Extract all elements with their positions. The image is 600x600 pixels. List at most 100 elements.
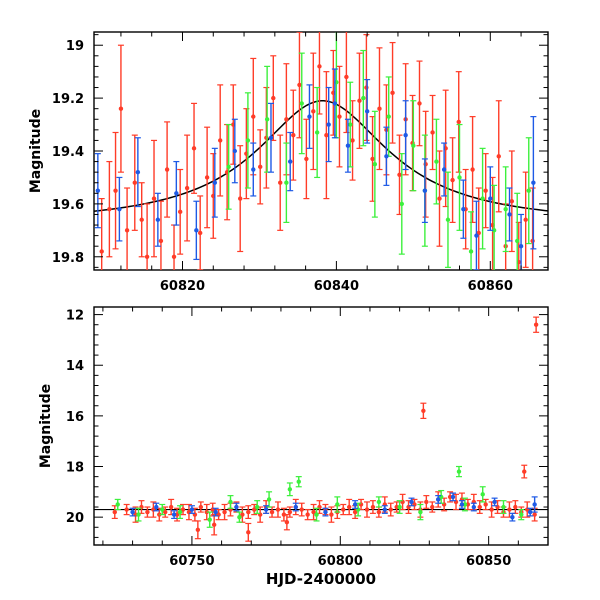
- top-model-curve: [94, 100, 548, 212]
- bottom-y-tick-label: 20: [66, 511, 84, 526]
- data-point: [144, 203, 151, 270]
- data-point: [514, 192, 521, 270]
- data-point: [250, 142, 257, 197]
- top-x-ticks: 60820 60840 60860: [120, 32, 522, 294]
- data-point: [495, 100, 502, 213]
- data-point: [153, 502, 160, 512]
- data-point: [429, 501, 436, 513]
- data-point: [487, 166, 494, 231]
- data-point: [157, 200, 164, 270]
- data-point: [343, 32, 350, 134]
- data-point: [225, 123, 232, 210]
- data-point: [162, 506, 169, 518]
- data-point: [231, 118, 238, 184]
- data-point: [286, 482, 293, 497]
- data-point: [482, 498, 489, 511]
- data-point: [292, 502, 299, 512]
- data-point: [188, 505, 195, 514]
- data-point: [479, 486, 486, 503]
- top-x-tick-label: 60820: [160, 279, 205, 294]
- data-point: [344, 118, 351, 173]
- data-point: [164, 121, 171, 218]
- data-point: [336, 65, 343, 168]
- data-point: [298, 502, 305, 517]
- data-point: [197, 501, 204, 513]
- bottom-y-tick-label: 14: [66, 359, 84, 374]
- data-point: [482, 153, 489, 229]
- data-point: [314, 86, 321, 179]
- data-point: [491, 184, 498, 270]
- data-point: [530, 116, 537, 250]
- data-point: [194, 520, 201, 540]
- bottom-x-axis-label: HJD-2400000: [266, 570, 376, 588]
- data-point: [381, 505, 388, 514]
- data-point: [150, 501, 157, 518]
- data-point: [470, 502, 477, 512]
- data-point: [283, 142, 290, 223]
- top-y-ticks: 19 19.2 19.4 19.6 19.8: [52, 34, 548, 268]
- data-point: [131, 134, 138, 231]
- data-point: [352, 500, 359, 509]
- data-point: [316, 500, 323, 514]
- data-point: [123, 503, 130, 516]
- data-point: [529, 187, 536, 270]
- top-data-points: [94, 32, 537, 270]
- bottom-y-tick-label: 16: [66, 410, 84, 425]
- data-point: [94, 153, 101, 229]
- data-point: [416, 60, 423, 147]
- data-point: [263, 86, 270, 189]
- data-point: [298, 52, 305, 155]
- data-point: [468, 211, 475, 270]
- bottom-data-points: [111, 316, 540, 542]
- data-point: [375, 496, 382, 508]
- data-point: [449, 137, 456, 223]
- data-point: [221, 503, 228, 521]
- data-point: [502, 166, 509, 253]
- data-point: [527, 507, 534, 517]
- data-point: [193, 200, 200, 261]
- data-point: [423, 495, 430, 509]
- data-point: [444, 171, 451, 268]
- data-point: [135, 507, 142, 522]
- data-point: [185, 503, 192, 521]
- data-point: [245, 505, 252, 520]
- data-point: [274, 501, 281, 518]
- data-point: [512, 500, 519, 514]
- data-point: [159, 503, 166, 516]
- data-point: [411, 498, 418, 511]
- data-point: [398, 153, 405, 255]
- data-point: [173, 160, 180, 226]
- data-point: [506, 501, 513, 518]
- data-point: [197, 195, 204, 270]
- data-point: [369, 500, 376, 514]
- data-point: [237, 145, 244, 253]
- data-point: [206, 511, 213, 528]
- data-point: [371, 110, 378, 218]
- data-point: [217, 84, 224, 197]
- data-point: [168, 498, 175, 516]
- top-y-tick-label: 19.2: [52, 92, 84, 107]
- data-point: [488, 501, 495, 518]
- data-point: [277, 134, 284, 231]
- data-point: [475, 187, 482, 270]
- data-point: [151, 139, 158, 258]
- data-point: [410, 100, 417, 192]
- top-y-tick-label: 19.8: [52, 251, 84, 266]
- bottom-x-ticks: 60750 60800 60850: [102, 307, 549, 569]
- data-point: [227, 495, 234, 509]
- bottom-x-tick-label: 60800: [318, 554, 363, 569]
- data-point: [263, 505, 270, 514]
- data-point: [138, 500, 145, 514]
- data-point: [458, 500, 465, 509]
- model-curve: [94, 100, 548, 212]
- data-point: [322, 507, 329, 517]
- data-point: [433, 118, 440, 205]
- data-point: [267, 102, 274, 173]
- data-point: [138, 182, 145, 258]
- data-point: [191, 102, 198, 194]
- top-x-tick-label: 60840: [314, 279, 359, 294]
- data-point: [325, 86, 332, 163]
- data-point: [533, 316, 540, 333]
- data-point: [420, 402, 427, 420]
- data-point: [417, 503, 424, 521]
